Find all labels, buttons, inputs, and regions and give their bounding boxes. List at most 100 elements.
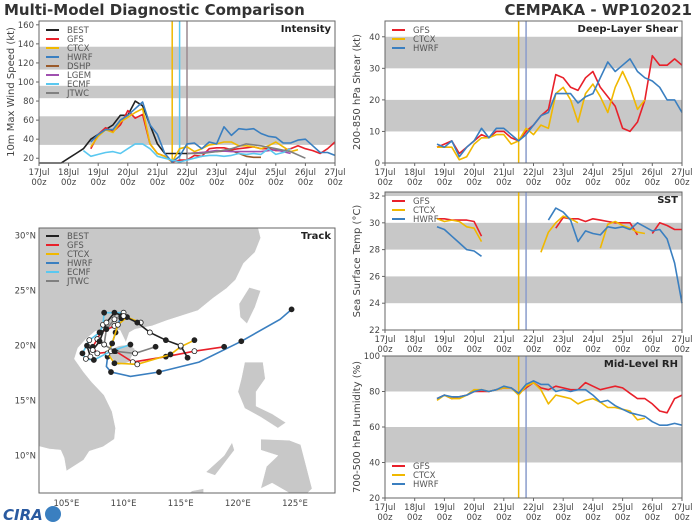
- x-tick-label: 19Jul: [88, 168, 109, 178]
- lat-tick-label: 20°N: [15, 342, 36, 352]
- series-line-ecmf: [82, 143, 291, 163]
- track-point-ecmf: [79, 350, 86, 357]
- legend-label-gfs: GFS: [413, 197, 430, 207]
- y-tick-label: 28: [369, 246, 380, 256]
- x-tick-sublabel: 00z: [437, 513, 453, 523]
- x-tick-label: 17Jul: [28, 168, 49, 178]
- x-tick-sublabel: 00z: [298, 178, 314, 188]
- track-point-ctcx: [191, 337, 198, 344]
- y-tick-label: 10: [369, 127, 380, 137]
- x-tick-label: 23Jul: [553, 335, 574, 345]
- lon-tick-label: 105°E: [53, 499, 79, 509]
- panel-title: Mid-Level RH: [604, 359, 678, 370]
- x-tick-sublabel: 00z: [615, 513, 631, 523]
- track-point-hwrf: [156, 369, 162, 375]
- y-tick-label: 60: [23, 116, 34, 126]
- cira-logo-globe: [45, 506, 61, 522]
- legend-label-ecmf: ECMF: [67, 80, 91, 90]
- x-tick-label: 25Jul: [612, 168, 633, 178]
- track-point-best: [134, 319, 141, 326]
- sst-panel: 22242628303217Jul00z18Jul00z19Jul00z20Ju…: [352, 191, 693, 355]
- x-tick-sublabel: 00z: [407, 513, 423, 523]
- series-line-jtwc: [187, 143, 306, 159]
- x-tick-label: 24Jul: [582, 335, 603, 345]
- track-point-gfs: [221, 343, 228, 350]
- track-panel: 10°N 15°N 20°N 25°N 30°N 105°E 110°E 115°E 120°E…: [15, 227, 336, 509]
- panel-title: Track: [301, 231, 331, 242]
- track-point-best: [184, 354, 191, 361]
- x-tick-sublabel: 00z: [526, 178, 542, 188]
- track-point-ctcx: [111, 360, 118, 367]
- x-tick-label: 23Jul: [553, 503, 574, 513]
- y-tick-label: 40: [369, 459, 380, 469]
- x-tick-sublabel: 00z: [209, 178, 225, 188]
- x-tick-label: 26Jul: [642, 503, 663, 513]
- lon-tick-label: 125°E: [282, 499, 308, 509]
- land-mass: [260, 438, 313, 493]
- y-axis-label: 10m Max Wind Speed (kt): [6, 27, 17, 157]
- x-tick-sublabel: 00z: [120, 178, 136, 188]
- x-tick-sublabel: 00z: [556, 178, 572, 188]
- y-tick-label: 60: [369, 423, 380, 433]
- x-tick-sublabel: 00z: [377, 345, 393, 355]
- x-tick-sublabel: 00z: [496, 178, 512, 188]
- track-point-jtwc: [101, 341, 108, 348]
- legend-label-gfs: GFS: [67, 35, 84, 45]
- x-tick-label: 27Jul: [324, 168, 345, 178]
- x-tick-label: 24Jul: [236, 168, 257, 178]
- shear-panel: 01020304017Jul00z18Jul00z19Jul00z20Jul00…: [352, 20, 693, 188]
- legend-label-hwrf: HWRF: [67, 259, 93, 269]
- x-tick-label: 18Jul: [404, 168, 425, 178]
- x-tick-sublabel: 00z: [526, 513, 542, 523]
- x-tick-label: 27Jul: [671, 503, 692, 513]
- series-line-lgem: [186, 148, 291, 155]
- shaded-band: [385, 427, 682, 463]
- series-line-ctcx: [436, 215, 646, 253]
- y-tick-label: 80: [23, 97, 34, 107]
- x-tick-sublabel: 00z: [466, 513, 482, 523]
- series-line-best: [39, 100, 187, 164]
- x-tick-label: 17Jul: [374, 503, 395, 513]
- map-body: [39, 228, 313, 493]
- y-tick-label: 26: [369, 272, 380, 282]
- x-tick-label: 22Jul: [176, 168, 197, 178]
- track-point-hwrf: [108, 369, 114, 375]
- panel-title: Intensity: [281, 24, 332, 35]
- track-point-best: [177, 342, 184, 349]
- track-point-jtwc: [111, 348, 118, 355]
- track-point-hwrf: [288, 306, 295, 313]
- x-tick-label: 23Jul: [553, 168, 574, 178]
- x-tick-sublabel: 00z: [585, 513, 601, 523]
- track-point-best: [103, 319, 110, 326]
- x-tick-sublabel: 00z: [674, 513, 690, 523]
- storm-title: CEMPAKA - WP102021: [505, 1, 692, 19]
- track-point-best: [120, 313, 127, 319]
- x-tick-label: 25Jul: [612, 503, 633, 513]
- x-tick-label: 21Jul: [493, 168, 514, 178]
- legend-label-lgem: LGEM: [67, 71, 91, 81]
- land-mass: [205, 441, 235, 476]
- legend-label-ctcx: CTCX: [413, 471, 436, 481]
- y-tick-label: 160: [18, 21, 34, 31]
- y-axis-label: Sea Surface Temp (°C): [352, 205, 363, 318]
- panel-title: Deep-Layer Shear: [578, 24, 679, 35]
- x-tick-sublabel: 00z: [327, 178, 343, 188]
- x-tick-sublabel: 00z: [585, 178, 601, 188]
- series-line-gfs: [436, 54, 683, 155]
- series-line-hwrf: [90, 101, 336, 163]
- y-tick-label: 22: [369, 326, 380, 336]
- x-tick-sublabel: 00z: [377, 178, 393, 188]
- legend-label-ctcx: CTCX: [413, 206, 436, 216]
- x-tick-label: 26Jul: [642, 335, 663, 345]
- y-tick-label: 40: [369, 33, 380, 43]
- x-tick-sublabel: 00z: [179, 178, 195, 188]
- x-tick-label: 22Jul: [523, 168, 544, 178]
- legend-label-gfs: GFS: [67, 241, 84, 251]
- x-tick-label: 24Jul: [582, 503, 603, 513]
- legend-label-gfs: GFS: [413, 462, 430, 472]
- series-line-gfs: [436, 381, 683, 414]
- track-point-best: [84, 342, 90, 349]
- track-point-ecmf: [127, 341, 134, 348]
- track-point-hwrf: [238, 338, 245, 345]
